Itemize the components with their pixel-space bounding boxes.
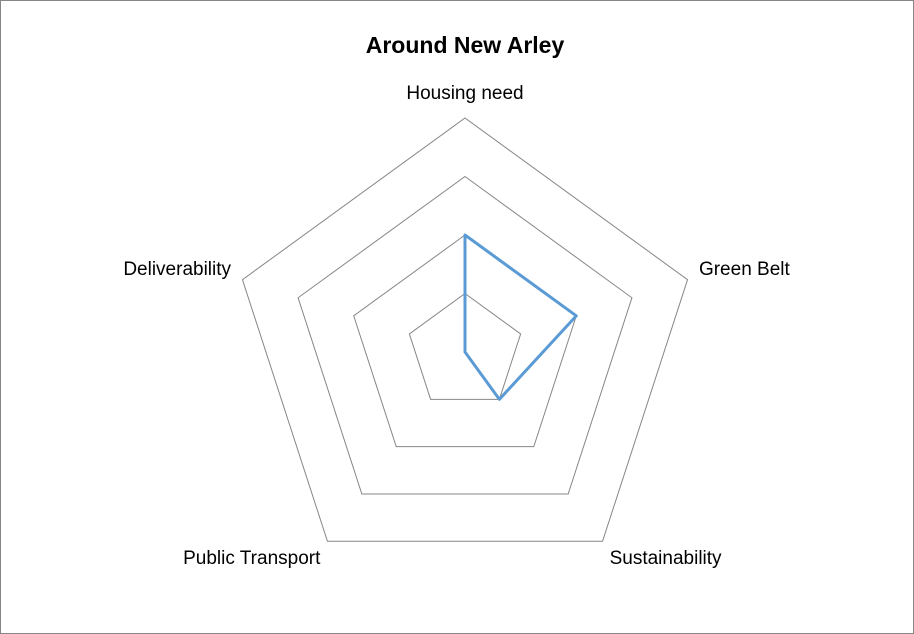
category-label: Green Belt <box>699 259 791 280</box>
grid-ring <box>241 117 689 542</box>
series-line <box>463 233 578 401</box>
category-label: Deliverability <box>123 259 231 280</box>
category-label: Housing need <box>406 83 523 104</box>
category-label: Public Transport <box>183 548 321 569</box>
chart-title: Around New Arley <box>366 32 565 58</box>
category-label: Sustainability <box>610 548 722 569</box>
grid-ring <box>408 292 522 400</box>
grid-ring <box>297 175 633 495</box>
